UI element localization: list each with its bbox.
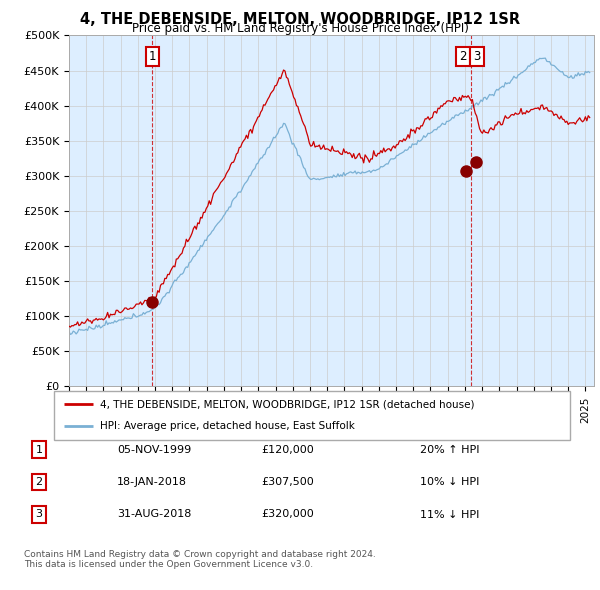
Text: HPI: Average price, detached house, East Suffolk: HPI: Average price, detached house, East… (100, 421, 355, 431)
Text: 3: 3 (35, 510, 43, 519)
Text: 1: 1 (149, 50, 156, 63)
Text: 2: 2 (460, 50, 467, 63)
Text: 11% ↓ HPI: 11% ↓ HPI (420, 510, 479, 519)
Text: £307,500: £307,500 (262, 477, 314, 487)
FancyBboxPatch shape (54, 391, 570, 440)
Text: 20% ↑ HPI: 20% ↑ HPI (420, 445, 479, 454)
Text: 3: 3 (473, 50, 481, 63)
Text: Price paid vs. HM Land Registry's House Price Index (HPI): Price paid vs. HM Land Registry's House … (131, 22, 469, 35)
Text: £320,000: £320,000 (262, 510, 314, 519)
Text: 05-NOV-1999: 05-NOV-1999 (117, 445, 191, 454)
Text: 2: 2 (35, 477, 43, 487)
Text: This data is licensed under the Open Government Licence v3.0.: This data is licensed under the Open Gov… (24, 560, 313, 569)
Text: £120,000: £120,000 (262, 445, 314, 454)
Text: 4, THE DEBENSIDE, MELTON, WOODBRIDGE, IP12 1SR (detached house): 4, THE DEBENSIDE, MELTON, WOODBRIDGE, IP… (100, 399, 475, 409)
Text: 31-AUG-2018: 31-AUG-2018 (117, 510, 191, 519)
Text: 10% ↓ HPI: 10% ↓ HPI (420, 477, 479, 487)
Text: 4, THE DEBENSIDE, MELTON, WOODBRIDGE, IP12 1SR: 4, THE DEBENSIDE, MELTON, WOODBRIDGE, IP… (80, 12, 520, 27)
Text: 1: 1 (35, 445, 43, 454)
Text: Contains HM Land Registry data © Crown copyright and database right 2024.: Contains HM Land Registry data © Crown c… (24, 550, 376, 559)
Text: 18-JAN-2018: 18-JAN-2018 (117, 477, 187, 487)
